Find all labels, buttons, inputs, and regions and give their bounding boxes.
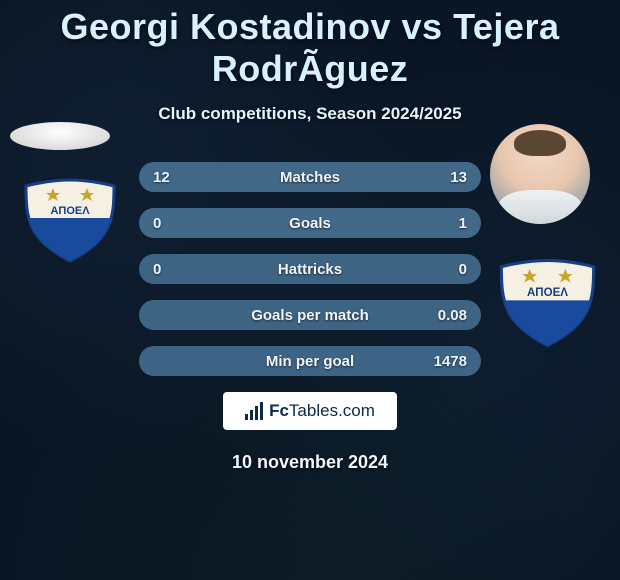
footer-date: 10 november 2024 — [0, 452, 620, 473]
stat-right-value: 1478 — [427, 353, 467, 370]
stat-right-value: 1 — [427, 215, 467, 232]
brand-suffix: Tables.com — [289, 401, 375, 420]
stat-label: Hattricks — [278, 261, 342, 278]
stat-left-value: 12 — [153, 169, 193, 186]
stat-label: Goals per match — [251, 307, 369, 324]
player-left-avatar — [10, 116, 110, 156]
stat-left-value: 0 — [153, 215, 193, 232]
page-title: Georgi Kostadinov vs Tejera RodrÃ­guez — [0, 0, 620, 90]
stat-row: 0 Goals 1 — [139, 208, 481, 238]
stat-right-value: 0 — [427, 261, 467, 278]
stat-label: Min per goal — [266, 353, 354, 370]
bar-chart-icon — [245, 402, 263, 420]
stat-row: Goals per match 0.08 — [139, 300, 481, 330]
stat-label: Matches — [280, 169, 340, 186]
brand-prefix: Fc — [269, 401, 289, 420]
stat-row: 0 Hattricks 0 — [139, 254, 481, 284]
avatar-placeholder-icon — [10, 122, 110, 150]
stat-label: Goals — [289, 215, 331, 232]
stats-list: 12 Matches 13 0 Goals 1 0 Hattricks 0 Goals per m… — [0, 162, 620, 376]
stat-right-value: 13 — [427, 169, 467, 186]
stat-left-value: 0 — [153, 261, 193, 278]
stat-row: 12 Matches 13 — [139, 162, 481, 192]
brand-text: FcTables.com — [269, 401, 375, 421]
brand-badge: FcTables.com — [223, 392, 397, 430]
stat-right-value: 0.08 — [427, 307, 467, 324]
stat-row: Min per goal 1478 — [139, 346, 481, 376]
